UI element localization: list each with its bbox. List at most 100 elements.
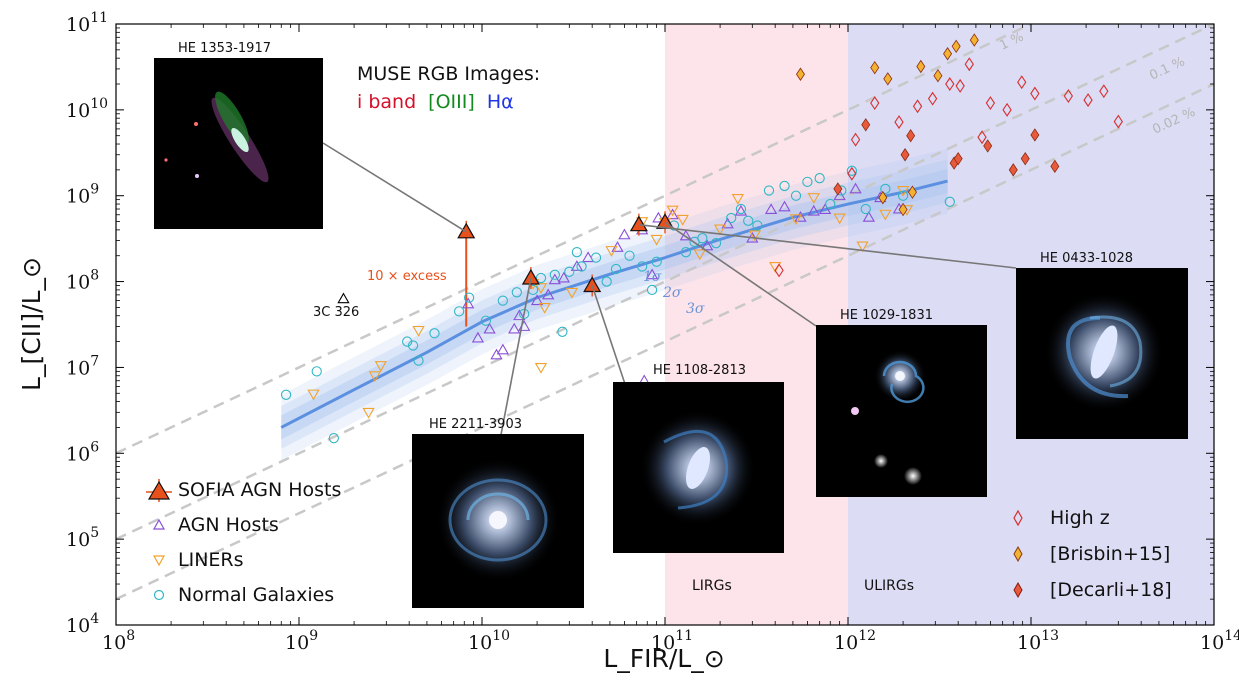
connector-2 (591, 285, 626, 385)
galaxy-core-he1353 (231, 127, 249, 153)
legend-left: SOFIA AGN Hosts AGN Hosts LINERs Normal … (140, 472, 400, 612)
legend-right: High z [Brisbin+15] [Decarli+18] (1000, 500, 1220, 608)
legend-symbol-diamond-red (1013, 581, 1023, 599)
point-agn-hosts-3 (508, 322, 521, 334)
point--brisbin-15--3 (916, 59, 926, 74)
point--brisbin-15--8 (878, 190, 888, 205)
point-high-z-13 (1017, 75, 1027, 90)
muse-band-halpha: Hα (487, 91, 514, 113)
inset-he2211: HE 2211-3903 (412, 417, 584, 608)
legend-item-agn: AGN Hosts (140, 507, 400, 542)
y-tick-label-5: 109 (66, 182, 99, 208)
x-tick-label-2: 1010 (468, 628, 510, 654)
point-high-z-18 (1113, 114, 1123, 129)
y-tick-label-0: 104 (66, 611, 99, 637)
legend-item-highz: High z (1000, 500, 1220, 536)
point-agn-hosts-11 (618, 228, 631, 240)
sigma-label-1: 1σ (643, 269, 662, 285)
x-tick-label-1: 109 (285, 628, 318, 654)
point-liners-19 (789, 214, 803, 225)
legend-symbol-inverted-triangle (152, 554, 166, 566)
point-sofia-agn-hosts-3 (629, 215, 648, 232)
point-normal-galaxies-38 (790, 190, 802, 201)
point-high-z-9 (964, 57, 974, 72)
point-liners-7 (565, 287, 579, 299)
inset-label-he1108: HE 1108-2813 (653, 363, 746, 378)
y-axis-label: L_[CII]/L_⊙ (17, 257, 46, 391)
x-tick-label-4: 1012 (834, 628, 876, 654)
y-tick-label-7: 1011 (66, 10, 108, 36)
point-normal-galaxies-40 (814, 173, 825, 184)
point-liners-16 (731, 193, 744, 205)
galaxy-bar-he1108 (685, 447, 711, 489)
point-normal-galaxies-34 (743, 215, 754, 226)
point-normal-galaxies-5 (413, 355, 424, 366)
point-high-z-2 (850, 132, 861, 147)
point-sofia-agn-hosts-2 (583, 276, 602, 293)
point-high-z-17 (1099, 84, 1109, 99)
point-normal-galaxies-44 (860, 203, 871, 215)
point-normal-galaxies-24 (636, 261, 648, 272)
ratio-line-2 (116, 82, 1214, 601)
inset-connectors (322, 142, 1017, 441)
point-agn-hosts-8 (570, 260, 584, 271)
spiral-arm-6 (1089, 315, 1143, 388)
point-normal-galaxies-7 (453, 306, 465, 317)
legend-label-brisbin: [Brisbin+15] (1050, 543, 1171, 565)
point-normal-galaxies-11 (511, 287, 522, 298)
legend-item-sofia: SOFIA AGN Hosts (140, 472, 400, 507)
point-agn-hosts-22 (778, 200, 791, 212)
y-tick-label-4: 108 (66, 268, 99, 294)
inset-label-he2211: HE 2211-3903 (429, 417, 522, 432)
point-normal-galaxies-47 (944, 196, 955, 207)
inset-he1029: HE 1029-1831 (816, 308, 987, 497)
point-normal-galaxies-45 (880, 183, 891, 195)
point-normal-galaxies-9 (480, 315, 492, 326)
star-4 (874, 454, 888, 468)
legend-label-liners: LINERs (178, 548, 244, 571)
legend-symbol-filled-triangle (146, 478, 172, 502)
connector-1 (499, 277, 532, 441)
legend-symbol-diamond-yellow (1013, 545, 1023, 563)
point-normal-galaxies-4 (407, 340, 419, 351)
sigma-label-2: 2σ (662, 285, 682, 301)
point-agn-hosts-9 (581, 251, 595, 263)
region-label-lirgs: LIRGs (692, 578, 732, 594)
x-tick-label-0: 108 (102, 628, 135, 654)
point--decarli-18--5 (953, 151, 963, 166)
spiral-arm-5 (1066, 316, 1129, 399)
point-agn-hosts-18 (721, 217, 734, 229)
point--brisbin-15--0 (796, 67, 805, 81)
ratio-lines (116, 24, 1214, 601)
point-high-z-0 (774, 263, 784, 278)
point-agn-hosts-13 (645, 268, 659, 280)
point--brisbin-15--4 (933, 68, 943, 83)
point-normal-galaxies-33 (735, 203, 747, 215)
legend-symbol-triangle (152, 518, 166, 530)
point--decarli-18--7 (1008, 163, 1018, 177)
point-liners-27 (374, 361, 387, 372)
y-tick-label-1: 105 (66, 525, 99, 551)
legend-item-normal: Normal Galaxies (140, 577, 400, 612)
point-agn-hosts-15 (666, 208, 679, 220)
point-high-z-15 (1063, 89, 1074, 103)
point-liners-5 (538, 302, 551, 314)
point-normal-galaxies-14 (535, 272, 547, 284)
point-normal-galaxies-39 (802, 176, 813, 188)
point-sofia-agn-hosts-1 (521, 268, 540, 285)
legend-label-decarli: [Decarli+18] (1050, 579, 1172, 601)
point-high-z-11 (985, 96, 996, 111)
point-high-z-14 (1030, 86, 1040, 101)
galaxy-core-he2211 (489, 511, 507, 529)
point-liners-17 (748, 230, 762, 242)
muse-caption-bands: i band [OIII] Hα (357, 91, 514, 113)
point-liners-12 (666, 205, 679, 217)
muse-band-oiii: [OIII] (428, 91, 475, 113)
galaxy-outflow-he1353 (215, 91, 249, 145)
point--brisbin-15--1 (870, 60, 880, 75)
point-liners-21 (833, 213, 846, 225)
point-normal-galaxies-31 (710, 238, 722, 249)
point-high-z-7 (945, 77, 955, 92)
point-agn-hosts-5 (530, 294, 544, 306)
